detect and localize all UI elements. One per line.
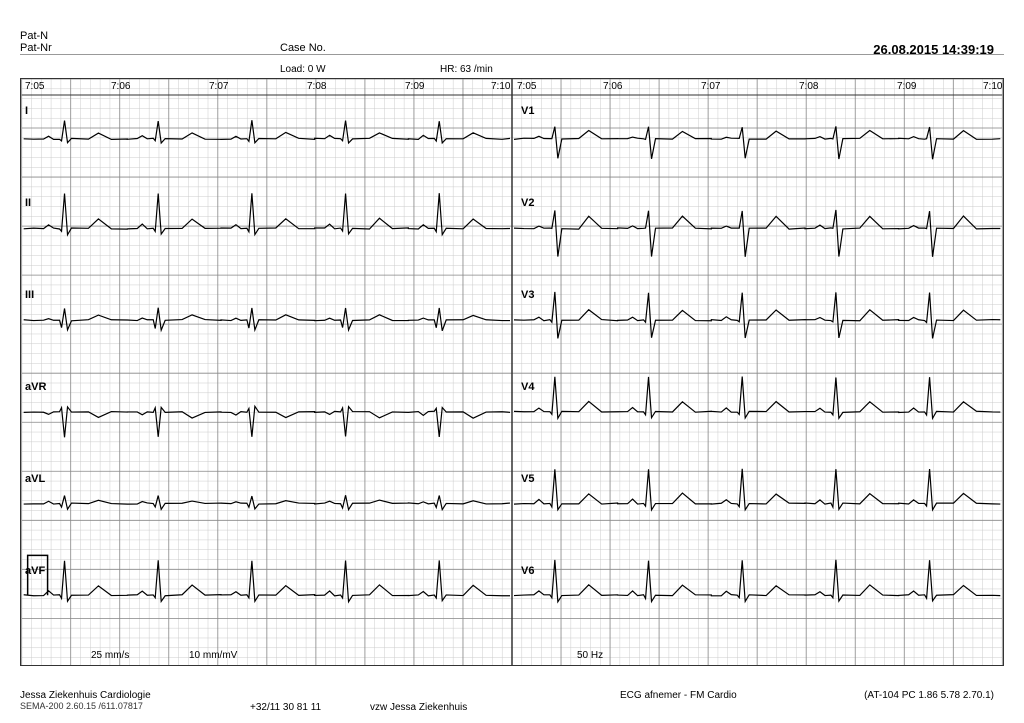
footer-mid: ECG afnemer - FM Cardio — [620, 690, 737, 701]
gain-label: 10 mm/mV — [189, 650, 237, 661]
load-label: Load: 0 W — [280, 64, 440, 75]
ecg-trace — [514, 126, 1000, 159]
ecg-trace — [24, 193, 510, 235]
footer-org: Jessa Ziekenhuis Cardiologie — [20, 690, 250, 701]
footer-sub: SEMA-200 2.60.15 /611.07817 — [20, 701, 250, 711]
ecg-trace — [514, 376, 1000, 418]
ecg-trace — [514, 210, 1000, 257]
speed-label: 25 mm/s — [91, 650, 129, 661]
patient-nr-label: Pat-Nr — [20, 42, 280, 54]
filter-label: 50 Hz — [577, 650, 603, 661]
subheader: Load: 0 W HR: 63 /min — [20, 64, 1004, 75]
datetime: 26.08.2015 14:39:19 — [873, 42, 994, 57]
patient-n-label: Pat-N — [20, 30, 280, 42]
ecg-trace — [514, 469, 1000, 510]
header: Pat-N Pat-Nr Case No. 26.08.2015 14:39:1… — [20, 30, 1004, 55]
calibration-pulse — [28, 555, 48, 595]
ecg-trace — [514, 560, 1000, 602]
hr-label: HR: 63 /min — [440, 64, 493, 75]
ecg-traces — [21, 79, 1003, 665]
footer: Jessa Ziekenhuis Cardiologie SEMA-200 2.… — [20, 690, 1004, 713]
ecg-trace — [514, 292, 1000, 338]
footer-org2: vzw Jessa Ziekenhuis — [370, 702, 467, 713]
footer-right: (AT-104 PC 1.86 5.78 2.70.1) — [864, 690, 994, 701]
ecg-container: 7:057:067:077:087:097:107:057:067:077:08… — [20, 78, 1004, 666]
case-no-label: Case No. — [280, 42, 380, 54]
ecg-trace — [24, 308, 510, 331]
footer-phone: +32/11 30 81 11 — [250, 702, 370, 713]
ecg-trace — [24, 120, 510, 143]
ecg-trace — [24, 406, 510, 437]
ecg-trace — [24, 560, 510, 601]
ecg-trace — [24, 495, 510, 509]
